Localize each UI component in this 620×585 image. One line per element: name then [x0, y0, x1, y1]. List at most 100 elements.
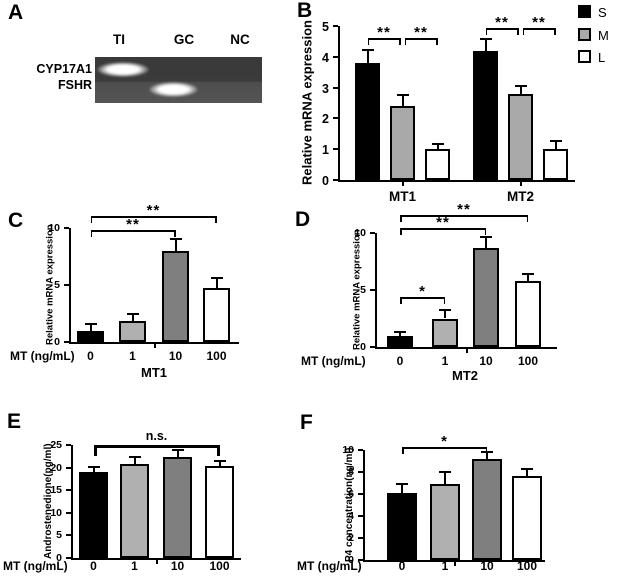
sig-bracket-end-l-B-1 [404, 38, 406, 45]
sig-bracket-end-r-C-1 [215, 216, 217, 223]
gel-band-fshr-gc [149, 82, 198, 97]
y-tick-label-E-20: 20 [50, 461, 62, 474]
sig-bracket-end-r-E-0 [216, 445, 220, 456]
group-label-MT2: MT2 [452, 368, 478, 383]
sig-bracket-end-l-B-2 [485, 28, 487, 35]
bar-1 [432, 318, 458, 347]
y-tick-F-2 [358, 537, 363, 539]
sig-bracket-end-l-D-1 [400, 228, 402, 235]
sig-label-B-3: ** [532, 14, 546, 31]
bar-100 [205, 466, 234, 558]
sig-bracket-end-r-D-1 [484, 228, 486, 235]
bar-MT2-M [508, 93, 533, 180]
sig-label-C-1: ** [146, 202, 161, 219]
x-axis-E [71, 558, 241, 560]
error-bar-bar-100 [527, 275, 529, 281]
panel-A: A TI GC NC CYP17A1 FSHR [0, 0, 295, 130]
error-bar-bar-MT1-S [366, 51, 369, 63]
panel-letter-F: F [300, 411, 313, 434]
sig-bracket-end-r-F-0 [485, 447, 487, 454]
panel-letter-A: A [8, 1, 24, 24]
x-category-F-10: 10 [480, 559, 494, 573]
y-tick-B-3 [333, 86, 338, 89]
x-axis-C [69, 342, 239, 344]
sig-bracket-end-l-C-0 [90, 230, 92, 237]
x-category-C-0: 0 [87, 349, 94, 363]
sig-bracket-D-0 [400, 297, 445, 299]
sig-label-B-2: ** [495, 14, 509, 31]
y-tick-F-0 [358, 559, 363, 561]
error-cap-bar-MT2-S [479, 37, 492, 40]
y-tick-F-8 [358, 471, 363, 473]
y-tick-label-E-15: 15 [50, 484, 62, 497]
panel-E: E Androstenedione(pg/ml) MT (ng/mL) 0 5 10… [0, 390, 295, 585]
y-tick-label-B-0: 0 [322, 174, 329, 188]
x-axis-B [338, 180, 575, 182]
error-bar-bar-MT2-S [484, 39, 487, 51]
error-bar-bar-100 [218, 461, 221, 467]
error-bar-bar-MT1-M [401, 95, 404, 107]
x-category-E-10: 10 [170, 559, 185, 573]
panel-B: B Relative mRNA expression 0 1 2 3 4 5 MT1 MT2 *… [295, 0, 620, 215]
legend-label-S: S [598, 5, 607, 20]
sig-bracket-C-1 [90, 216, 217, 218]
bar-0 [387, 335, 413, 347]
panel-letter-D: D [295, 208, 311, 231]
y-axis-E [71, 445, 73, 560]
y-tick-E-25 [66, 444, 71, 446]
error-bar-bar-MT2-L [554, 142, 557, 150]
sig-bracket-end-r-B-2 [517, 28, 519, 35]
error-bar-bar-10 [486, 453, 488, 459]
x-group-B-MT2: MT2 [507, 189, 534, 204]
panel-letter-B: B [297, 0, 313, 22]
x-category-D-100: 100 [517, 354, 539, 368]
error-bar-bar-100 [215, 278, 218, 289]
y-tick-D-5 [370, 289, 375, 291]
sig-bracket-end-l-B-0 [367, 38, 369, 45]
panel-C: C Relative mRNA expression MT (ng/mL) MT… [0, 202, 295, 390]
error-bar-bar-1 [131, 315, 134, 322]
error-cap-bar-MT2-L [549, 140, 562, 143]
error-bar-bar-1 [444, 310, 446, 319]
bar-MT1-S [355, 62, 380, 180]
x-category-F-0: 0 [398, 559, 406, 573]
x-mid-tick-C [154, 344, 156, 348]
x-axis-title-F: MT (ng/mL) [297, 559, 362, 573]
x-mid-tick-F [454, 562, 456, 566]
bar-10 [162, 250, 189, 342]
gel-lane-label-TI: TI [113, 32, 125, 47]
y-axis-C [69, 228, 71, 344]
sig-label-D-1: ** [436, 214, 450, 231]
error-cap-bar-10 [480, 236, 492, 239]
y-axis-title-B: Relative mRNA expression [299, 20, 315, 186]
x-group-tick-B-MT2 [519, 182, 522, 186]
error-bar-bar-10 [176, 451, 179, 458]
panel-letter-E: E [7, 410, 22, 433]
error-bar-bar-10 [485, 238, 487, 248]
bar-10 [472, 458, 502, 560]
error-cap-bar-MT2-M [514, 84, 527, 87]
sig-bracket-D-1 [400, 228, 486, 230]
error-cap-bar-MT1-L [431, 142, 444, 145]
x-category-F-100: 100 [516, 559, 538, 573]
x-axis-D [375, 347, 557, 349]
error-bar-bar-0 [401, 485, 403, 493]
sig-label-D-2: ** [457, 201, 471, 218]
bar-1 [430, 484, 460, 560]
legend-swatch-S [578, 5, 591, 18]
x-category-C-1: 1 [129, 349, 136, 363]
bar-MT1-L [425, 149, 450, 180]
sig-bracket-B-3 [522, 28, 556, 30]
error-cap-bar-MT1-M [396, 93, 409, 96]
x-axis-title-C: MT (ng/mL) [10, 349, 75, 363]
y-tick-B-2 [333, 117, 338, 120]
error-cap-bar-1 [126, 313, 139, 316]
bar-100 [512, 476, 542, 560]
sig-bracket-end-l-D-2 [400, 215, 402, 222]
y-tick-label-B-5: 5 [322, 20, 329, 34]
y-tick-B-5 [333, 25, 338, 27]
y-axis-B [338, 26, 340, 182]
error-bar-bar-0 [92, 467, 95, 473]
y-tick-label-D-0: 0 [360, 341, 366, 353]
